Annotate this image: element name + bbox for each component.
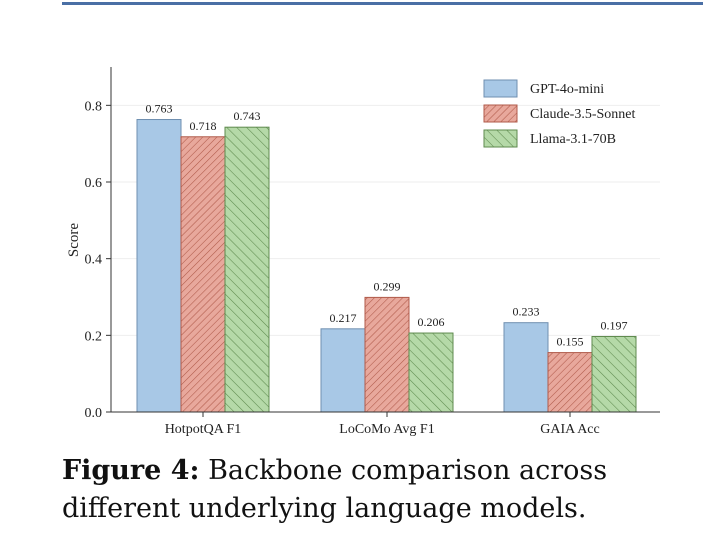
legend-swatch	[483, 104, 518, 123]
legend-swatch	[483, 79, 518, 98]
legend-swatch	[483, 129, 518, 148]
bar-claude-3-5-sonnet	[364, 296, 410, 413]
legend-label: GPT-4o-mini	[530, 82, 604, 97]
figure-caption-text: Backbone comparison across different und…	[62, 455, 608, 524]
axes: 0.0 0.2 0.4 0.6 0.8 HotpotQA F1 LoCoMo Avg F1 G…	[85, 67, 660, 437]
bar-llama-3-1-70b	[591, 335, 637, 413]
bar-llama-3-1-70b	[224, 126, 270, 413]
bars	[136, 119, 637, 413]
x-tick-label: GAIA Acc	[540, 422, 600, 437]
data-label: 0.233	[513, 305, 540, 319]
figure-label: Figure 4:	[62, 455, 200, 486]
top-rule	[62, 2, 703, 5]
data-label: 0.217	[330, 311, 357, 325]
bar-gpt-4o-mini	[503, 322, 549, 413]
y-tick-label: 0.0	[85, 406, 103, 421]
bar-chart: 0.763 0.718 0.743 0.217 0.299 0.206 0.233 0.155…	[66, 67, 660, 437]
y-tick-label: 0.4	[85, 253, 103, 268]
y-tick-label: 0.6	[85, 176, 103, 191]
y-tick-label: 0.8	[85, 99, 103, 114]
data-label: 0.743	[234, 109, 261, 123]
x-tick-label: LoCoMo Avg F1	[339, 422, 434, 437]
y-axis-label: Score	[66, 223, 82, 257]
data-label: 0.206	[418, 315, 445, 329]
bar-claude-3-5-sonnet	[547, 352, 593, 413]
x-tick-label: HotpotQA F1	[165, 422, 242, 437]
figure-caption: Figure 4: Backbone comparison across dif…	[62, 452, 682, 528]
bar-llama-3-1-70b	[408, 332, 454, 413]
y-tick-label: 0.2	[85, 329, 103, 344]
bar-claude-3-5-sonnet	[180, 136, 226, 413]
data-label: 0.763	[146, 102, 173, 116]
data-label: 0.197	[601, 318, 628, 332]
data-label: 0.155	[557, 335, 584, 349]
legend-label: Claude-3.5-Sonnet	[530, 107, 635, 122]
data-label: 0.718	[190, 119, 217, 133]
legend-label: Llama-3.1-70B	[530, 132, 616, 147]
bar-gpt-4o-mini	[320, 328, 366, 413]
data-label: 0.299	[374, 279, 401, 293]
data-labels: 0.763 0.718 0.743 0.217 0.299 0.206 0.233 0.155…	[146, 102, 628, 349]
bar-gpt-4o-mini	[136, 119, 182, 413]
legend: GPT-4o-mini Claude-3.5-Sonnet Llama-3.1-70…	[483, 79, 635, 148]
